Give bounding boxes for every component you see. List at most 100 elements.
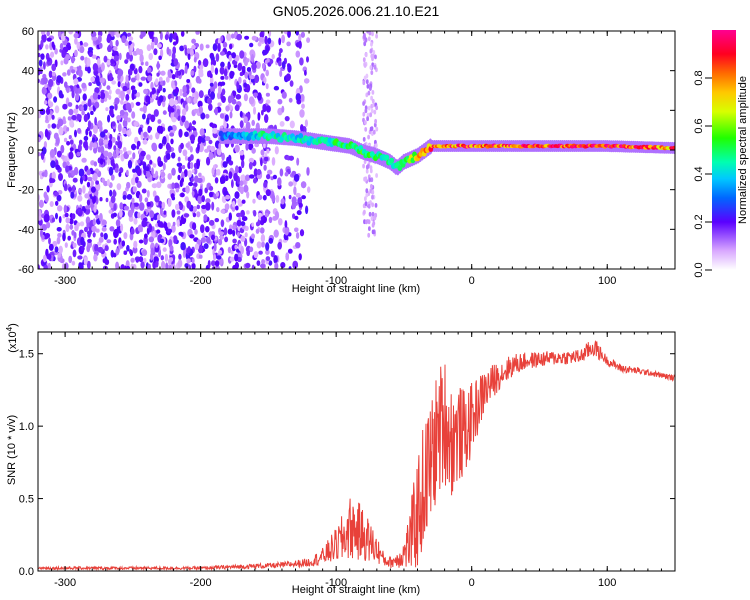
noise-dot xyxy=(67,116,72,121)
noise-dot xyxy=(64,242,68,248)
noise-dot xyxy=(181,115,186,123)
noise-dot xyxy=(263,77,267,84)
noise-dot xyxy=(178,231,184,236)
noise-dot xyxy=(95,75,100,84)
noise-dot xyxy=(106,35,112,44)
noise-dot xyxy=(177,156,181,162)
noise-dot xyxy=(176,219,180,227)
noise-dot xyxy=(362,57,366,63)
noise-dot xyxy=(56,150,62,158)
noise-dot xyxy=(127,150,132,155)
noise-dot xyxy=(253,210,257,217)
noise-dot xyxy=(306,56,309,63)
noise-dot xyxy=(296,210,302,216)
noise-dot xyxy=(208,139,213,145)
noise-dot xyxy=(61,49,66,58)
noise-dot xyxy=(365,79,369,85)
noise-dot xyxy=(86,57,91,67)
noise-dot xyxy=(60,145,65,154)
noise-dot xyxy=(93,253,98,262)
noise-dot xyxy=(100,98,105,104)
noise-dot xyxy=(73,232,77,239)
noise-dot xyxy=(207,260,211,269)
noise-dot xyxy=(92,142,98,149)
noise-dot xyxy=(50,51,55,58)
noise-dot xyxy=(301,195,306,200)
snr-y-scale-base: (x10 xyxy=(7,331,19,352)
noise-dot xyxy=(275,194,280,203)
noise-dot xyxy=(41,86,47,95)
noise-dot xyxy=(373,109,377,115)
noise-dot xyxy=(155,132,160,140)
x-tick-label: 100 xyxy=(598,275,616,287)
noise-dot xyxy=(86,244,91,253)
noise-dot xyxy=(67,102,73,107)
noise-dot xyxy=(220,51,225,56)
noise-dot xyxy=(131,111,136,119)
noise-dot xyxy=(298,33,302,43)
noise-dot xyxy=(203,243,209,250)
noise-dot xyxy=(125,74,129,84)
noise-dot xyxy=(204,148,210,153)
noise-dot xyxy=(125,94,130,101)
noise-dot xyxy=(367,203,371,209)
noise-dot xyxy=(44,169,48,178)
noise-dot xyxy=(101,226,107,232)
noise-dot xyxy=(47,262,51,269)
noise-dot xyxy=(194,229,198,235)
noise-dot xyxy=(249,75,255,80)
noise-dot xyxy=(117,69,124,77)
noise-dot xyxy=(374,118,377,124)
noise-dot xyxy=(149,210,155,219)
noise-dot xyxy=(113,203,117,212)
noise-dot xyxy=(155,78,159,86)
noise-dot xyxy=(84,140,88,148)
noise-dot xyxy=(112,121,116,127)
noise-dot xyxy=(365,192,369,198)
figure-title: GN05.2026.006.21.10.E21 xyxy=(273,3,440,19)
noise-dot xyxy=(119,167,124,174)
noise-dot xyxy=(115,147,119,156)
noise-dot xyxy=(200,224,205,234)
noise-dot xyxy=(231,200,236,208)
signal-dot xyxy=(397,165,403,172)
noise-dot xyxy=(208,191,213,198)
noise-dot xyxy=(218,250,223,255)
noise-dot xyxy=(273,85,280,91)
noise-dot xyxy=(130,257,135,263)
noise-dot xyxy=(184,131,189,137)
noise-dot xyxy=(54,105,60,114)
noise-dot xyxy=(172,41,177,46)
noise-dot xyxy=(51,123,57,129)
noise-dot xyxy=(120,90,125,99)
noise-dot xyxy=(239,120,244,129)
x-tick-label: -100 xyxy=(325,275,347,287)
noise-dot xyxy=(229,70,234,79)
noise-dot xyxy=(148,53,153,60)
noise-dot xyxy=(174,99,178,105)
noise-dot xyxy=(257,92,262,101)
colorbar-tick-label: 0.6 xyxy=(693,118,705,133)
noise-dot xyxy=(238,76,242,84)
noise-dot xyxy=(362,137,366,142)
noise-dot xyxy=(298,202,303,208)
noise-dot xyxy=(222,161,228,168)
noise-dot xyxy=(185,142,190,149)
noise-dot xyxy=(265,249,270,255)
noise-dot xyxy=(280,262,286,269)
noise-dot xyxy=(177,259,183,268)
noise-dot xyxy=(207,70,211,78)
noise-dot xyxy=(184,65,188,74)
noise-dot xyxy=(197,100,203,108)
noise-dot xyxy=(46,107,51,116)
noise-dot xyxy=(222,41,228,49)
noise-dot xyxy=(199,43,204,51)
noise-dot xyxy=(184,155,188,161)
noise-dot xyxy=(272,174,277,180)
noise-dot xyxy=(205,202,211,211)
noise-dot xyxy=(299,229,305,237)
colorbar-tick-label: 0.0 xyxy=(693,262,705,277)
noise-dot xyxy=(38,136,41,143)
colorbar-tick-label: 0.4 xyxy=(693,166,705,181)
noise-dot xyxy=(259,227,265,234)
